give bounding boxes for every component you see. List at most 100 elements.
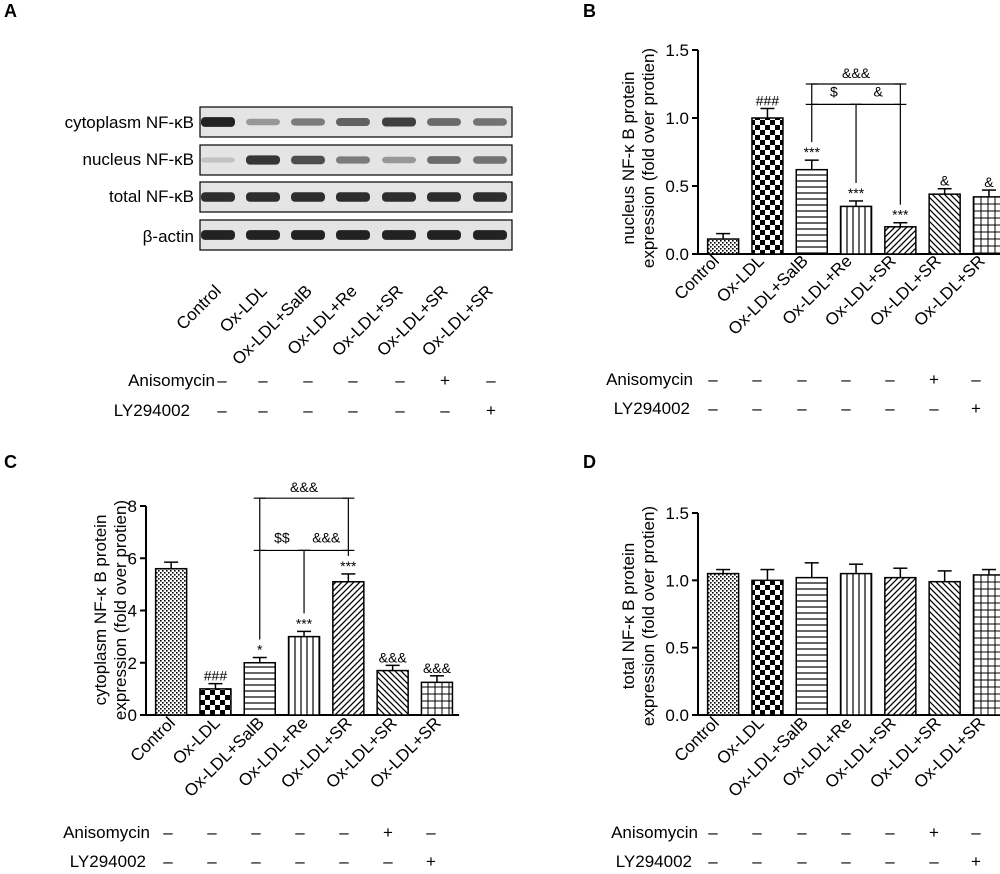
treatment-mark: –	[295, 823, 305, 842]
significance-label: ***	[892, 207, 909, 223]
blot-band	[291, 192, 325, 202]
treatment-name-anisomycin: Anisomycin	[128, 371, 215, 390]
blot-band	[427, 156, 461, 164]
bar	[751, 117, 784, 255]
significance-label: *	[257, 642, 263, 658]
treatment-mark: –	[348, 401, 358, 420]
treatment-mark: –	[841, 399, 851, 418]
bar	[839, 205, 873, 255]
treatment-table: Anisomycin LY294002 – – – – – + – – – – …	[611, 823, 981, 871]
significance-label: ###	[756, 92, 780, 108]
blot-band	[473, 156, 507, 164]
treatment-mark: –	[163, 852, 173, 871]
treatment-mark: +	[929, 370, 939, 389]
treatment-mark: –	[797, 823, 807, 842]
bar	[287, 635, 321, 716]
treatment-mark: –	[797, 370, 807, 389]
y-axis-label-line1: total NF-κ B protein	[619, 543, 638, 689]
treatment-mark: –	[708, 399, 718, 418]
blot-band	[382, 117, 416, 127]
blot-lane-labels: Control Ox-LDL Ox-LDL+SalB Ox-LDL+Re Ox-…	[173, 281, 497, 368]
treatment-mark: –	[752, 370, 762, 389]
bar	[972, 574, 1000, 716]
significance-label: &&&	[423, 660, 452, 676]
treatment-mark: –	[752, 399, 762, 418]
treatment-mark: –	[295, 852, 305, 871]
treatment-mark: –	[440, 401, 450, 420]
significance-label: ***	[804, 144, 821, 160]
treatment-mark: +	[971, 399, 981, 418]
treatment-mark: –	[207, 823, 217, 842]
bar	[199, 688, 232, 716]
y-tick-label: 6	[128, 549, 137, 568]
comparison-label: $$	[274, 529, 290, 545]
blot-band	[246, 155, 280, 165]
treatment-table: Anisomycin LY294002 – – – – – + – – – – …	[63, 823, 436, 871]
blot-label-nucleus: nucleus NF-κB	[83, 150, 194, 169]
blot-treatment-table: Anisomycin LY294002 – – – – – + – – – – …	[114, 371, 497, 420]
treatment-mark: –	[217, 371, 227, 390]
x-category-labels: Control Ox-LDL Ox-LDL+SalB Ox-LDL+Re Ox-…	[671, 713, 989, 800]
blot-band	[382, 230, 416, 240]
blot-band	[382, 192, 416, 202]
comparison-label: &&&	[312, 529, 341, 545]
panel-a-western-blot: cytoplasm NF-κB nucleus NF-κB total NF-κ…	[65, 106, 513, 420]
blot-label-actin: β-actin	[143, 227, 194, 246]
bar	[243, 662, 276, 716]
blot-band	[382, 156, 416, 164]
blot-band	[246, 230, 280, 240]
treatment-mark: –	[251, 823, 261, 842]
y-tick-label: 0.5	[665, 639, 689, 658]
panel-b-nucleus-chart: nucleus NF-κ B protein expression (fold …	[606, 41, 1000, 418]
y-tick-label: 4	[128, 602, 137, 621]
blot-band	[201, 192, 235, 202]
bar	[795, 168, 828, 255]
panel-label-d: D	[583, 452, 596, 472]
blot-band	[246, 118, 280, 126]
blot-label-cytoplasm: cytoplasm NF-κB	[65, 113, 194, 132]
blot-band	[427, 230, 461, 240]
blot-band	[336, 230, 370, 240]
bar	[928, 580, 961, 716]
significance-label: &	[940, 173, 950, 189]
treatment-mark: –	[708, 370, 718, 389]
bar	[706, 238, 740, 255]
treatment-mark: –	[395, 371, 405, 390]
treatment-mark: –	[207, 852, 217, 871]
bar	[706, 572, 740, 716]
y-axis-label-line2: expression (fold over protien)	[639, 48, 658, 268]
plot-area: 0.00.51.01.5###*********& &&&&$ &	[665, 41, 1000, 264]
blot-band	[427, 192, 461, 202]
x-category-labels: Control Ox-LDL Ox-LDL+SalB Ox-LDL+Re Ox-…	[127, 713, 445, 800]
significance-label: ***	[340, 558, 357, 574]
treatment-mark: –	[395, 401, 405, 420]
treatment-mark: –	[303, 371, 313, 390]
blot-band	[291, 155, 325, 165]
treatment-mark: –	[348, 371, 358, 390]
treatment-name-ly294002: LY294002	[616, 852, 692, 871]
treatment-mark: –	[752, 852, 762, 871]
bar	[420, 681, 454, 716]
treatment-mark: +	[440, 371, 450, 390]
blot-band	[201, 157, 235, 163]
treatment-name-anisomycin: Anisomycin	[611, 823, 698, 842]
bar	[884, 226, 917, 255]
y-tick-label: 1.5	[665, 41, 689, 60]
treatment-mark: –	[339, 823, 349, 842]
blot-band	[427, 118, 461, 126]
comparison-label: $	[830, 83, 838, 99]
blot-band	[201, 117, 235, 127]
significance-label: ###	[204, 668, 228, 684]
bar	[376, 669, 409, 716]
treatment-name-ly294002: LY294002	[114, 401, 190, 420]
treatment-mark: –	[486, 371, 496, 390]
treatment-mark: –	[708, 823, 718, 842]
y-tick-label: 1.5	[665, 504, 689, 523]
y-tick-label: 0.0	[665, 245, 689, 264]
bar	[154, 567, 188, 716]
treatment-mark: +	[929, 823, 939, 842]
treatment-mark: –	[163, 823, 173, 842]
blot-band	[246, 192, 280, 202]
